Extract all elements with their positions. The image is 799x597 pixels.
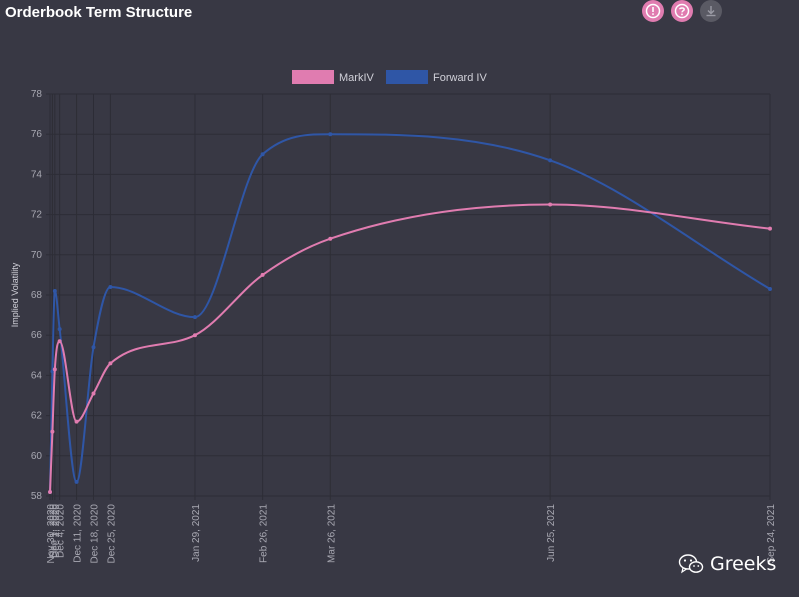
markiv-point: [48, 489, 52, 494]
markiv-line: [49, 203, 771, 493]
legend-label: MarkIV: [339, 72, 375, 84]
legend-swatch: [292, 70, 334, 84]
help-icon: [674, 3, 690, 19]
page-title: Orderbook Term Structure: [5, 4, 193, 21]
markiv-point: [260, 272, 265, 277]
info-button[interactable]: [642, 0, 664, 22]
forward-iv-point: [57, 327, 62, 332]
info-icon: [645, 3, 661, 19]
y-axis-label: Implied Volatility: [10, 262, 20, 327]
series: [48, 132, 772, 494]
forward-iv-point: [548, 158, 553, 163]
x-tick-label: Dec 1, 2020: [48, 504, 59, 558]
forward-iv-point: [768, 286, 772, 291]
markiv-point: [768, 226, 772, 231]
y-tick-label: 78: [31, 89, 43, 100]
forward-iv-point: [260, 152, 265, 157]
x-tick-label: Dec 2, 2020: [51, 504, 62, 558]
markiv-point: [50, 429, 55, 434]
x-tick-label: Dec 4, 2020: [56, 504, 67, 558]
forward-iv-point: [108, 284, 113, 289]
x-tick-label: Mar 26, 2021: [326, 504, 337, 563]
x-tick-label: Sep 24, 2021: [766, 504, 777, 564]
markiv-point: [74, 419, 79, 424]
watermark-text: Greeks: [710, 553, 777, 575]
x-tick-label: Nov 30, 2020: [46, 504, 57, 564]
y-tick-label: 60: [31, 451, 43, 462]
x-tick-label: Dec 18, 2020: [89, 504, 100, 564]
y-tick-label: 72: [31, 210, 43, 221]
download-button[interactable]: [700, 0, 722, 22]
x-tick-label: Jan 29, 2021: [191, 504, 202, 562]
y-tick-label: 64: [31, 370, 43, 381]
y-tick-label: 74: [31, 169, 43, 180]
markiv-point: [548, 202, 553, 207]
legend-label: Forward IV: [433, 72, 487, 84]
watermark: Greeks: [678, 553, 776, 575]
y-tick-label: 68: [31, 290, 43, 301]
y-tick-label: 70: [31, 250, 43, 261]
y-tick-label: 76: [31, 129, 43, 140]
x-tick-label: Dec 11, 2020: [73, 504, 84, 563]
legend[interactable]: MarkIV Forward IV: [292, 70, 487, 84]
forward-iv-point: [52, 288, 57, 293]
grid: [49, 93, 771, 497]
forward-iv-point: [91, 345, 96, 350]
y-axis: 58 60 62 64 66 68 70 72 74 76 78: [31, 89, 50, 502]
x-tick-label: Feb 26, 2021: [259, 504, 270, 563]
x-tick-label: Dec 25, 2020: [106, 504, 117, 564]
markiv-point: [192, 333, 197, 338]
y-tick-label: 66: [31, 330, 43, 341]
markiv-point: [91, 391, 96, 396]
help-button[interactable]: [671, 0, 693, 22]
markiv-point: [57, 339, 62, 344]
download-icon: [706, 6, 716, 17]
markiv-point: [328, 236, 333, 241]
wechat-icon: [678, 554, 704, 574]
legend-swatch: [386, 70, 428, 84]
markiv-point: [52, 367, 57, 372]
forward-iv-point: [192, 315, 197, 320]
y-tick-label: 58: [31, 491, 43, 502]
forward-iv-point: [74, 479, 79, 484]
markiv-point: [108, 361, 113, 366]
forward-iv-line: [49, 133, 771, 493]
forward-iv-point: [328, 132, 333, 137]
x-tick-label: Jun 25, 2021: [546, 504, 557, 562]
y-tick-label: 62: [31, 411, 43, 422]
